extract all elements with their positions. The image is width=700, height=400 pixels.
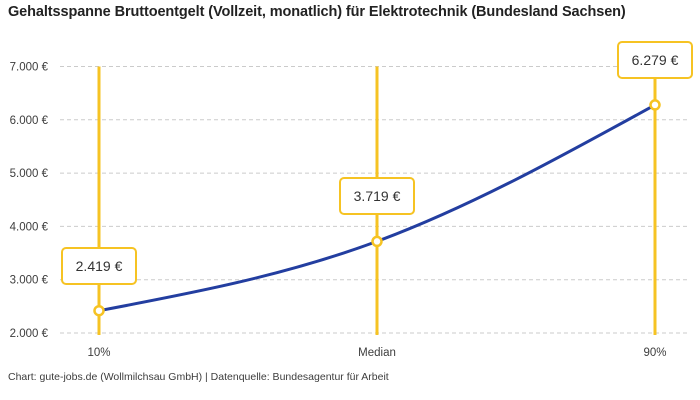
- chart-title: Gehaltsspanne Bruttoentgelt (Vollzeit, m…: [8, 4, 626, 20]
- y-axis-label: 7.000 €: [10, 62, 49, 74]
- x-axis-label-10%: 10%: [87, 347, 110, 359]
- value-label-90%: 6.279 €: [617, 40, 693, 79]
- y-axis-label: 6.000 €: [10, 115, 49, 127]
- y-axis-label: 5.000 €: [10, 168, 49, 180]
- y-axis-label: 3.000 €: [10, 275, 49, 287]
- data-point-10%[interactable]: [93, 304, 105, 317]
- y-axis-label: 4.000 €: [10, 221, 49, 233]
- data-point-Median[interactable]: [371, 235, 383, 248]
- value-label-10%: 2.419 €: [61, 246, 137, 285]
- data-point-90%[interactable]: [649, 99, 661, 111]
- y-axis-label: 2.000 €: [10, 328, 49, 340]
- x-axis-label-90%: 90%: [643, 347, 666, 359]
- x-axis-label-Median: Median: [358, 347, 396, 359]
- value-label-Median: 3.719 €: [339, 177, 415, 216]
- chart-attribution: Chart: gute-jobs.de (Wollmilchsau GmbH) …: [8, 371, 389, 383]
